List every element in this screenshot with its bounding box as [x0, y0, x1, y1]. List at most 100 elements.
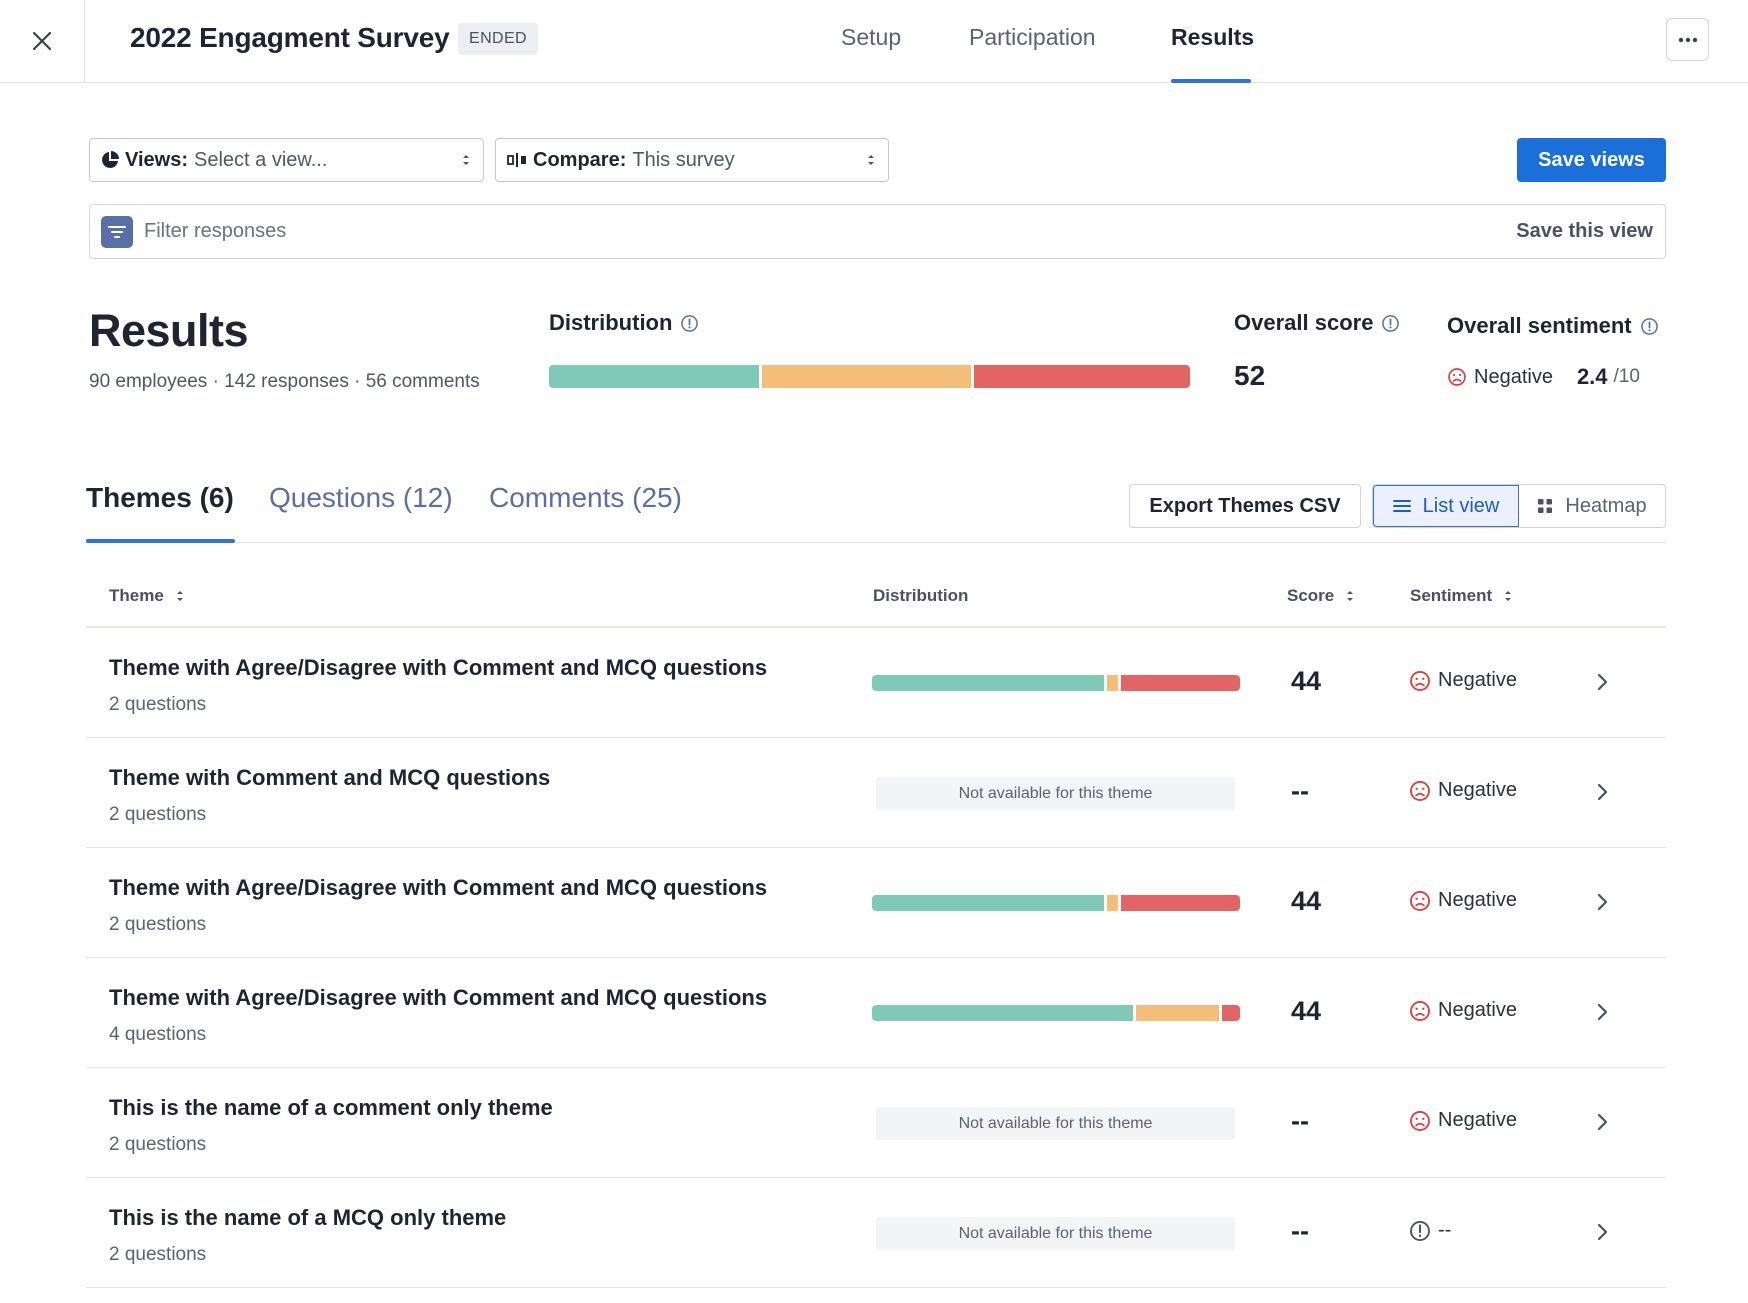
- heatmap-button[interactable]: Heatmap: [1519, 485, 1665, 527]
- save-views-button[interactable]: Save views: [1517, 138, 1666, 182]
- overall-score-heading: Overall score: [1234, 310, 1400, 336]
- survey-title: 2022 Engagment Survey: [130, 22, 450, 53]
- theme-score: 44: [1291, 996, 1322, 1026]
- heatmap-label: Heatmap: [1565, 494, 1647, 517]
- row-open-button[interactable]: [1595, 1111, 1609, 1138]
- theme-name: Theme with Agree/Disagree with Comment a…: [109, 655, 768, 680]
- export-themes-csv-button[interactable]: Export Themes CSV: [1129, 484, 1361, 528]
- column-label: Theme: [109, 586, 164, 605]
- table-row[interactable]: This is the name of a comment only theme…: [86, 1068, 1666, 1178]
- theme-sentiment: Negative: [1409, 779, 1517, 802]
- list-icon: [1392, 500, 1411, 512]
- neutral-segment: [1106, 675, 1118, 691]
- negative-segment: [1120, 895, 1240, 911]
- row-open-button[interactable]: [1595, 781, 1609, 808]
- sentiment-label: Negative: [1438, 669, 1517, 691]
- info-icon[interactable]: [1381, 314, 1400, 333]
- question-count: 2 questions: [109, 1244, 207, 1265]
- theme-name: This is the name of a comment only theme: [109, 1095, 553, 1120]
- tab-setup[interactable]: Setup: [841, 24, 902, 50]
- table-row[interactable]: Theme with Agree/Disagree with Comment a…: [86, 628, 1666, 738]
- section-divider: [86, 542, 1666, 543]
- close-icon: [32, 31, 52, 51]
- sentiment-label: --: [1438, 1219, 1452, 1241]
- theme-distribution-bar: [872, 1005, 1240, 1021]
- chevron-right-icon: [1597, 1003, 1608, 1021]
- theme-sentiment: Negative: [1409, 1109, 1517, 1132]
- views-select[interactable]: Views: Select a view...: [89, 138, 484, 182]
- active-tab-indicator: [1171, 79, 1251, 83]
- question-count: 2 questions: [109, 804, 207, 825]
- filter-icon[interactable]: [101, 216, 133, 248]
- positive-segment: [872, 895, 1104, 911]
- overall-sentiment-value: Negative: [1474, 365, 1553, 388]
- compare-select[interactable]: Compare: This survey: [495, 138, 889, 182]
- top-bar: 2022 Engagment Survey ENDED Setup Partic…: [0, 0, 1748, 83]
- close-button[interactable]: [0, 0, 85, 82]
- positive-segment: [872, 675, 1104, 691]
- theme-score: --: [1291, 1106, 1309, 1136]
- theme-distribution-bar: [872, 675, 1240, 691]
- sad-face-icon: [1410, 1000, 1430, 1021]
- compare-icon: [507, 153, 526, 167]
- overall-score-label: Overall score: [1234, 310, 1374, 335]
- filter-bar[interactable]: Filter responses Save this view: [89, 204, 1666, 259]
- column-header-theme[interactable]: Theme: [109, 586, 184, 606]
- compare-value: This survey: [632, 148, 735, 171]
- sort-icon: [1347, 591, 1354, 601]
- chevron-right-icon: [1597, 893, 1608, 911]
- row-open-button[interactable]: [1595, 1221, 1609, 1248]
- negative-segment: [1120, 675, 1240, 691]
- table-row[interactable]: Theme with Comment and MCQ questions 2 qu…: [86, 738, 1666, 848]
- overall-distribution-bar: [549, 365, 1190, 388]
- tab-questions[interactable]: Questions (12): [269, 482, 453, 513]
- row-open-button[interactable]: [1595, 1001, 1609, 1028]
- theme-sentiment: --: [1409, 1219, 1451, 1242]
- list-view-button[interactable]: List view: [1373, 485, 1519, 527]
- tab-comments[interactable]: Comments (25): [489, 482, 682, 513]
- more-options-button[interactable]: [1666, 18, 1709, 61]
- sentiment-label: Negative: [1438, 889, 1517, 911]
- tab-results[interactable]: Results: [1171, 24, 1255, 50]
- save-this-view-link[interactable]: Save this view: [1516, 220, 1653, 242]
- column-header-sentiment[interactable]: Sentiment: [1410, 586, 1512, 606]
- overall-sentiment: Negative 2.4 /10: [1447, 364, 1640, 390]
- question-count: 4 questions: [109, 1024, 207, 1045]
- sad-face-icon: [1410, 780, 1430, 801]
- theme-distribution-bar: [872, 895, 1240, 911]
- column-header-score[interactable]: Score: [1287, 586, 1354, 606]
- row-open-button[interactable]: [1595, 891, 1609, 918]
- question-count: 2 questions: [109, 914, 207, 935]
- negative-segment: [1221, 1005, 1240, 1021]
- tab-participation[interactable]: Participation: [969, 24, 1096, 50]
- distribution-label: Distribution: [549, 310, 673, 335]
- table-row[interactable]: Theme with Agree/Disagree with Comment a…: [86, 848, 1666, 958]
- negative-segment: [974, 365, 1190, 388]
- compare-label: Compare:: [533, 148, 627, 171]
- row-open-button[interactable]: [1595, 671, 1609, 698]
- ellipsis-icon: [1678, 37, 1697, 42]
- info-icon[interactable]: [1640, 317, 1659, 336]
- views-label: Views:: [125, 148, 188, 171]
- theme-sentiment: Negative: [1409, 999, 1517, 1022]
- table-header-divider: [86, 626, 1666, 628]
- results-meta: 90 employees · 142 responses · 56 commen…: [89, 371, 480, 392]
- sad-face-icon: [1410, 670, 1430, 691]
- theme-name: This is the name of a MCQ only theme: [109, 1205, 507, 1230]
- table-row[interactable]: This is the name of a MCQ only theme 2 qu…: [86, 1178, 1666, 1288]
- distribution-unavailable: Not available for this theme: [876, 777, 1235, 810]
- info-icon[interactable]: [680, 314, 699, 333]
- tab-themes[interactable]: Themes (6): [86, 482, 234, 513]
- filter-input[interactable]: Filter responses: [144, 220, 287, 242]
- distribution-unavailable: Not available for this theme: [876, 1107, 1235, 1140]
- theme-score: 44: [1291, 666, 1322, 696]
- theme-sentiment: Negative: [1409, 889, 1517, 912]
- pie-chart-icon: [102, 151, 119, 168]
- table-row[interactable]: Theme with Agree/Disagree with Comment a…: [86, 958, 1666, 1068]
- chevron-right-icon: [1597, 1113, 1608, 1131]
- theme-name: Theme with Comment and MCQ questions: [109, 765, 551, 790]
- select-caret-icon: [463, 155, 469, 165]
- sort-icon: [1505, 591, 1512, 601]
- sad-face-icon: [1410, 1110, 1430, 1131]
- theme-score: 44: [1291, 886, 1322, 916]
